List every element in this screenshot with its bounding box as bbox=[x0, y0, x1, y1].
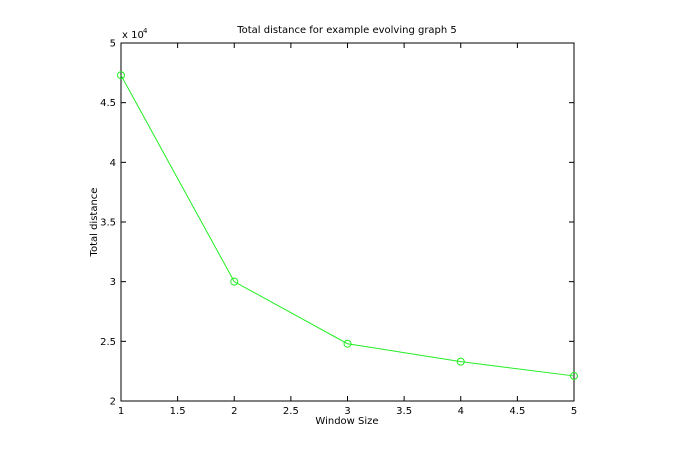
y-tick-label: 2 bbox=[110, 397, 116, 408]
x-tick-label: 2.5 bbox=[283, 406, 299, 417]
y-multiplier-exponent: 4 bbox=[143, 27, 148, 35]
point-marker bbox=[456, 357, 465, 366]
y-tick-label: 3.5 bbox=[100, 218, 116, 229]
point-marker bbox=[343, 339, 352, 348]
x-axis-label: Window Size bbox=[315, 416, 378, 427]
x-tick-label: 5 bbox=[571, 406, 577, 417]
point-marker bbox=[570, 371, 578, 380]
x-tick-label: 4 bbox=[458, 406, 464, 417]
plot-box bbox=[120, 42, 575, 402]
x-tick-label: 3.5 bbox=[396, 406, 412, 417]
point-marker bbox=[117, 71, 125, 80]
x-tick-label: 4.5 bbox=[509, 406, 525, 417]
point-marker bbox=[230, 277, 239, 286]
y-tick-label: 2.5 bbox=[100, 337, 116, 348]
y-axis-label: Total distance bbox=[89, 188, 100, 258]
y-multiplier: x 10 bbox=[122, 30, 144, 41]
y-tick-label: 4 bbox=[110, 158, 116, 169]
y-tick-label: 4.5 bbox=[100, 98, 116, 109]
x-tick-label: 2 bbox=[231, 406, 237, 417]
y-tick-label: 5 bbox=[110, 39, 116, 50]
x-tick-label: 1.5 bbox=[170, 406, 186, 417]
x-tick-label: 1 bbox=[118, 406, 124, 417]
x-tick-label: 3 bbox=[344, 406, 350, 417]
series-line bbox=[120, 74, 575, 377]
chart-title: Total distance for example evolving grap… bbox=[236, 25, 457, 36]
y-tick-label: 3 bbox=[110, 277, 116, 288]
